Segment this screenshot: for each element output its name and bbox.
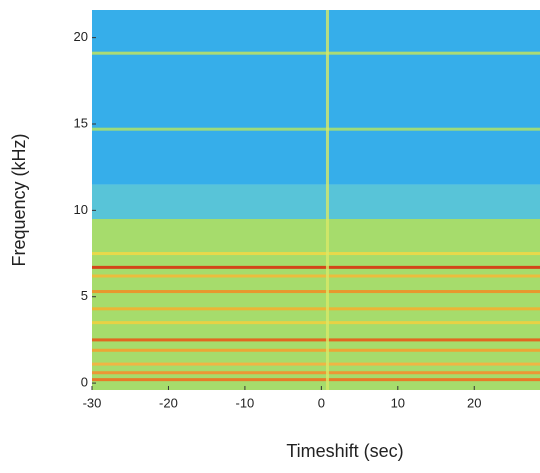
heat-band: [92, 127, 540, 131]
x-tick-label: -30: [83, 395, 102, 410]
y-tick-label: 10: [74, 202, 88, 217]
x-tick-label: -20: [159, 395, 178, 410]
heat-band: [92, 371, 540, 375]
x-tick-label: -10: [236, 395, 255, 410]
heat-band: [92, 338, 540, 342]
y-tick-label: 15: [74, 115, 88, 130]
heat-band: [92, 378, 540, 382]
y-tick-label: 0: [81, 375, 88, 390]
heat-band: [92, 290, 540, 294]
x-axis-label: Timeshift (sec): [286, 441, 403, 461]
heat-band: [92, 321, 540, 325]
x-tick-label: 0: [318, 395, 325, 410]
heat-band: [92, 348, 540, 352]
heat-band: [92, 265, 540, 269]
x-tick-label: 20: [467, 395, 481, 410]
y-tick-label: 20: [74, 29, 88, 44]
y-tick-label: 5: [81, 288, 88, 303]
heat-band: [92, 274, 540, 278]
heat-region: [92, 184, 540, 219]
x-tick-label: 10: [391, 395, 405, 410]
heat-band: [92, 362, 540, 366]
heat-region: [92, 10, 540, 185]
heat-band: [92, 252, 540, 256]
heat-band: [92, 307, 540, 311]
heat-band: [92, 51, 540, 55]
heat-vline: [325, 10, 329, 390]
heat-region: [92, 219, 540, 390]
y-axis-label: Frequency (kHz): [9, 133, 29, 266]
